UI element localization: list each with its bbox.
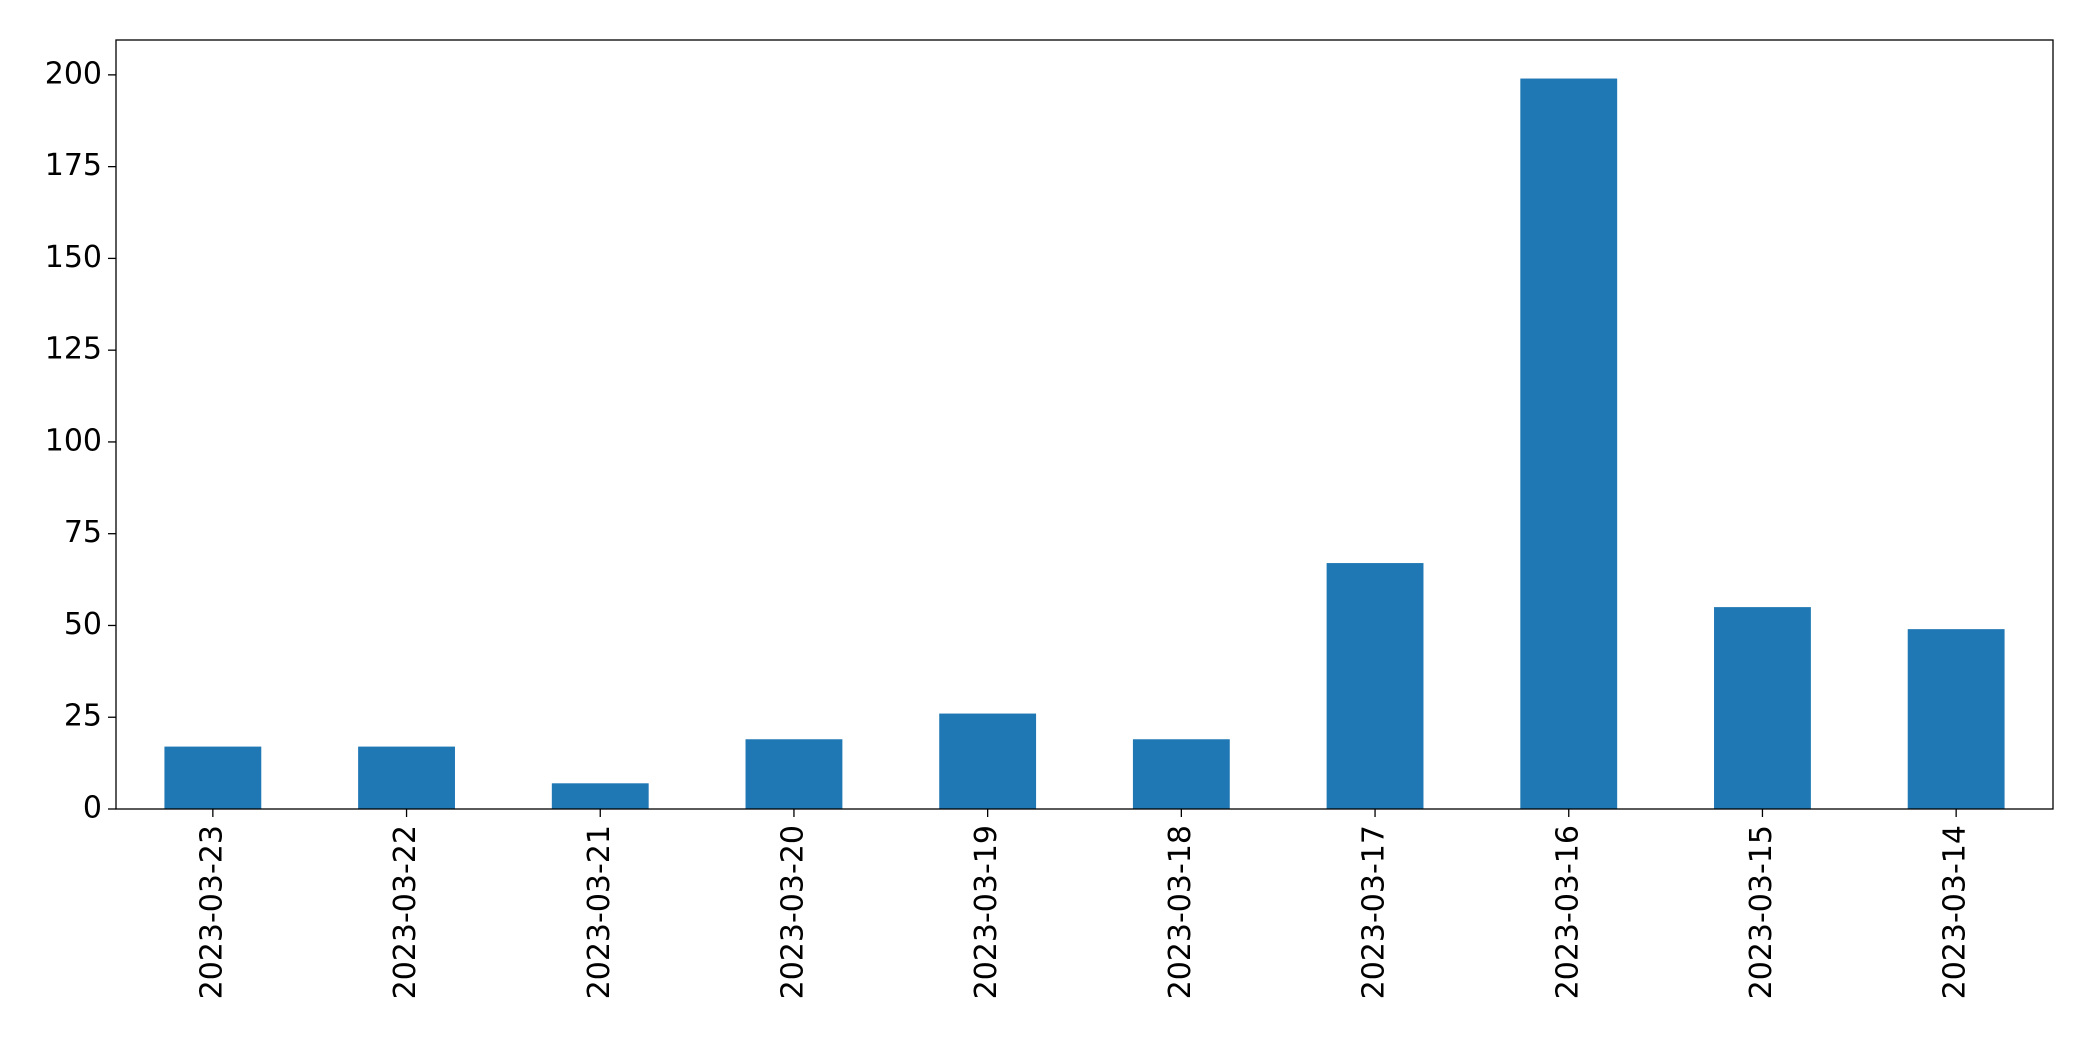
bar bbox=[1132, 739, 1230, 809]
y-tick-label: 200 bbox=[45, 56, 102, 91]
bar bbox=[551, 783, 649, 809]
bar bbox=[1907, 629, 2005, 809]
bar bbox=[1326, 563, 1424, 809]
x-tick-label: 2023-03-16 bbox=[1550, 825, 1585, 999]
x-tick-label: 2023-03-14 bbox=[1938, 825, 1973, 999]
x-tick-label: 2023-03-17 bbox=[1357, 825, 1392, 999]
y-tick-label: 150 bbox=[45, 240, 102, 275]
x-tick-label: 2023-03-21 bbox=[582, 825, 617, 999]
bar bbox=[1520, 78, 1618, 810]
bar bbox=[164, 746, 262, 809]
plot-frame bbox=[115, 39, 2054, 810]
y-tick-label: 125 bbox=[45, 332, 102, 367]
x-tick-label: 2023-03-23 bbox=[194, 825, 229, 999]
y-tick-label: 0 bbox=[83, 791, 102, 826]
y-tick-label: 25 bbox=[64, 699, 102, 734]
bar bbox=[939, 713, 1037, 809]
y-tick-label: 175 bbox=[45, 148, 102, 183]
y-tick-label: 50 bbox=[64, 607, 102, 642]
bar bbox=[1714, 607, 1811, 809]
x-tick-label: 2023-03-22 bbox=[388, 825, 423, 999]
bar bbox=[745, 739, 843, 809]
x-tick-label: 2023-03-19 bbox=[969, 825, 1004, 999]
x-tick-label: 2023-03-20 bbox=[775, 825, 810, 999]
bar bbox=[358, 746, 455, 809]
x-tick-label: 2023-03-15 bbox=[1744, 825, 1779, 999]
y-tick-label: 100 bbox=[45, 423, 102, 458]
x-tick-label: 2023-03-18 bbox=[1163, 825, 1198, 999]
y-tick-label: 75 bbox=[64, 515, 102, 550]
